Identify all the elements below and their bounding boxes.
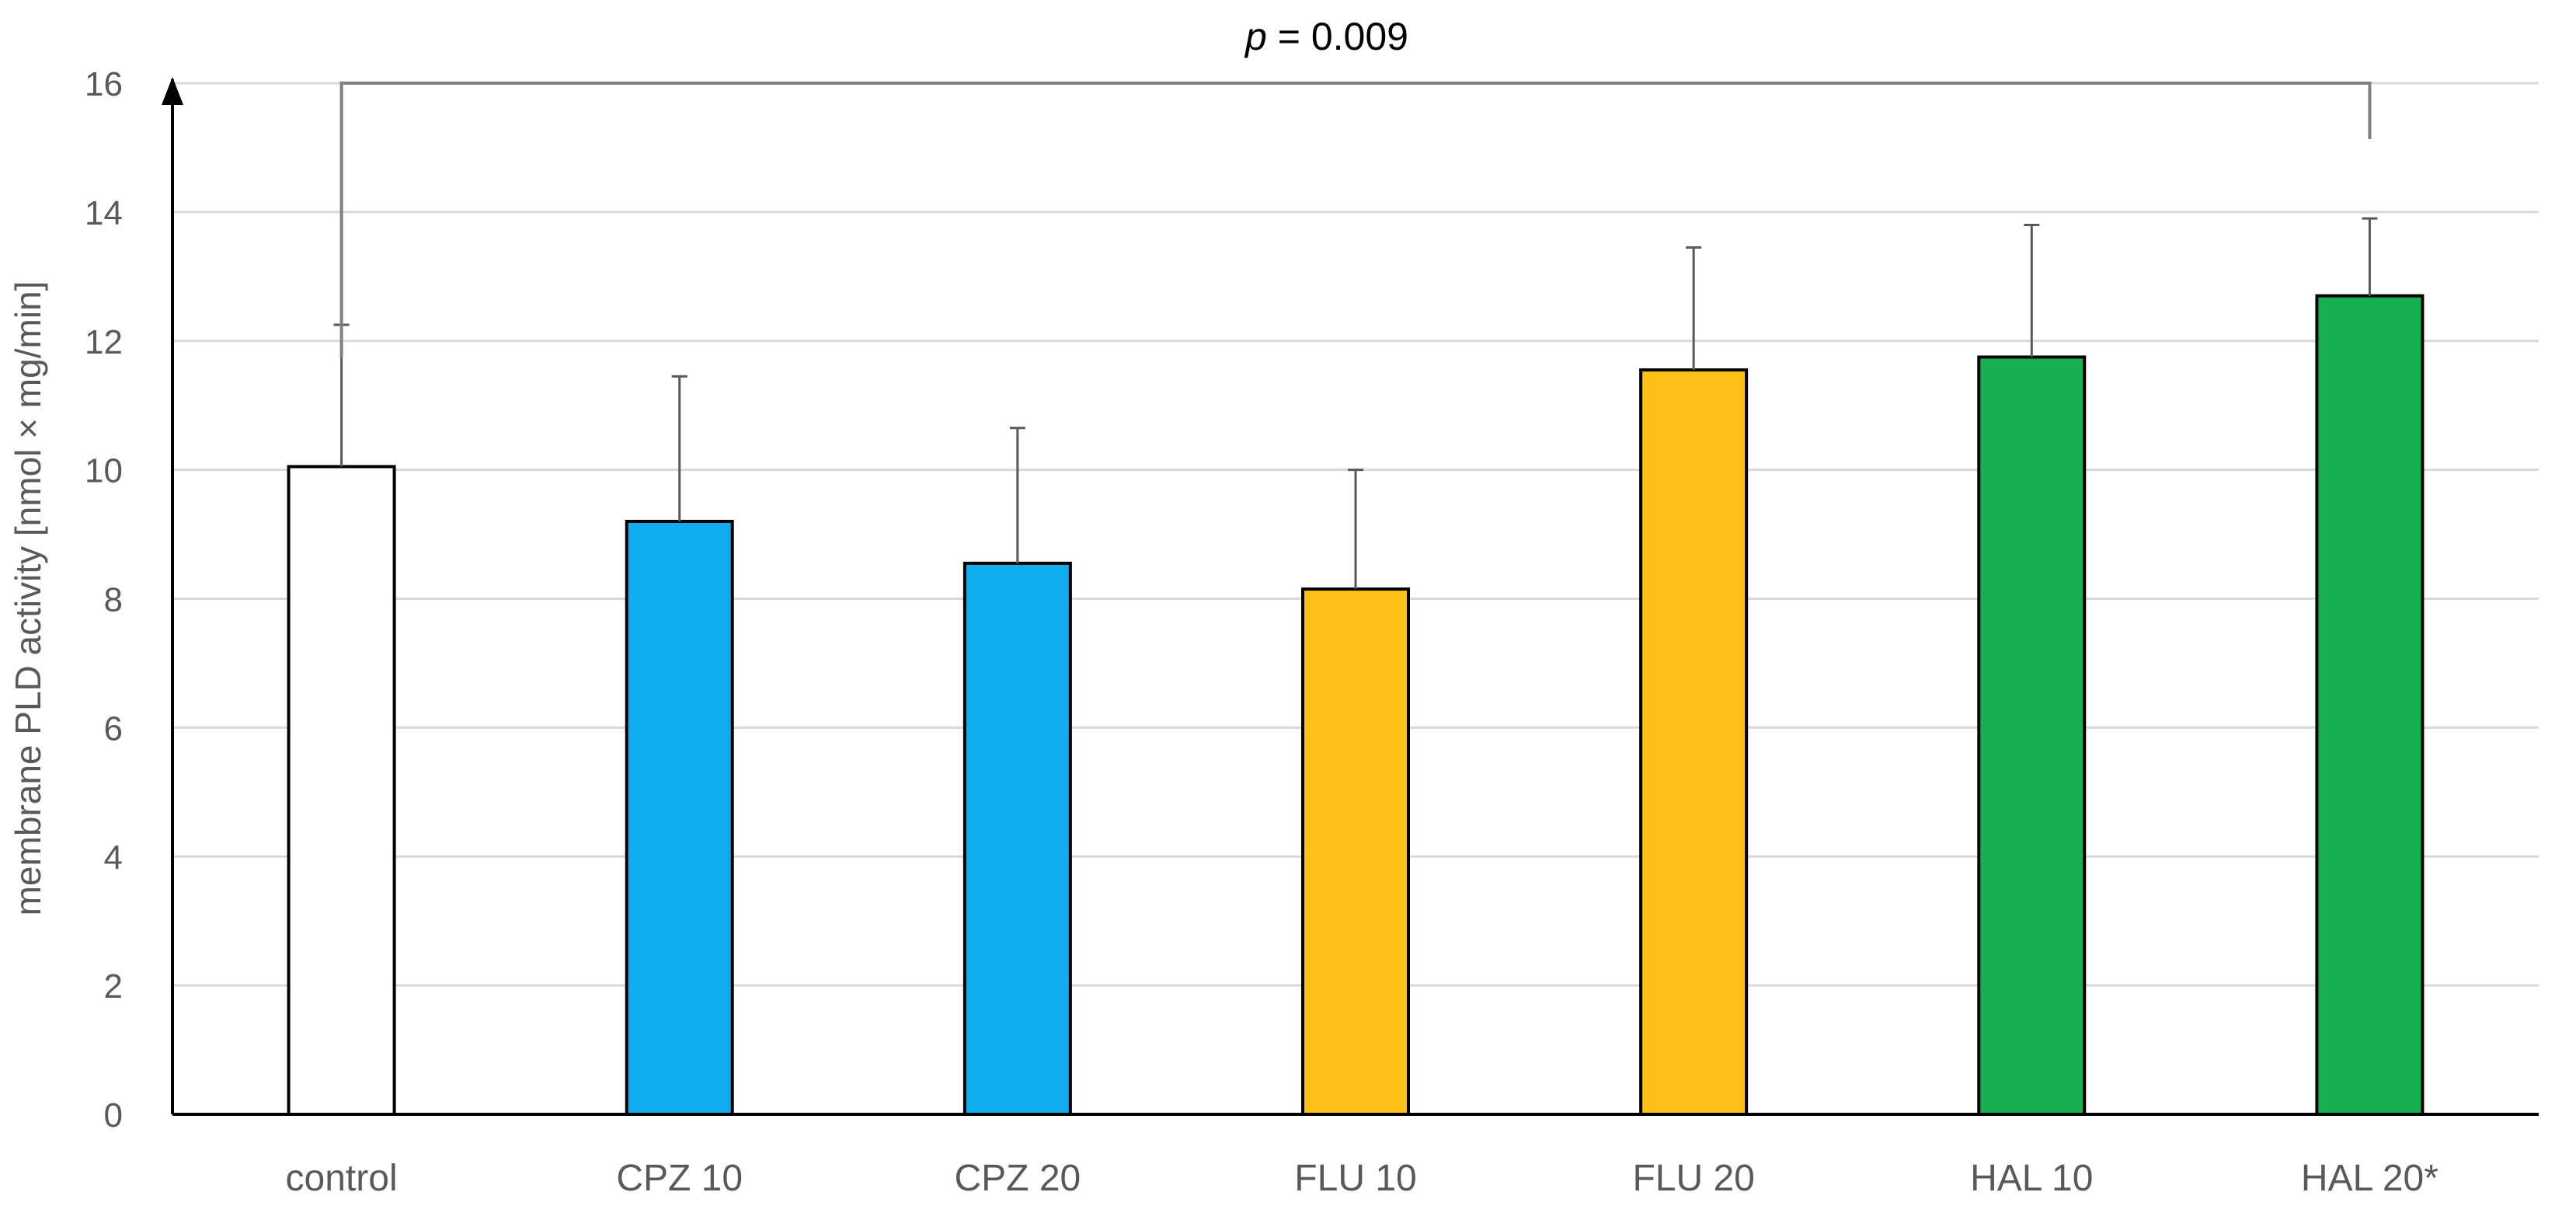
x-tick-label: CPZ 20: [954, 1158, 1081, 1199]
x-tick-label: HAL 10: [1970, 1158, 2093, 1199]
p-symbol: p: [1244, 15, 1267, 58]
y-tick-labels: 0 2 4 6 8 10 12 14 16: [85, 65, 123, 1135]
y-tick-label: 6: [104, 709, 123, 748]
error-bar: [1009, 427, 1025, 563]
axes: [162, 77, 2539, 1116]
bar-cpz-20: [963, 561, 1072, 1116]
x-tick-label: HAL 20*: [2301, 1158, 2438, 1199]
bar-flu-10: [1301, 587, 1410, 1116]
x-tick-label: FLU 20: [1632, 1158, 1754, 1199]
x-tick-labels: control CPZ 10 CPZ 20 FLU 10 FLU 20 HAL 10 HAL…: [286, 1158, 2438, 1199]
y-tick-label: 0: [104, 1096, 123, 1135]
error-bars: [333, 217, 2378, 590]
bars: [287, 294, 2425, 1117]
y-tick-label: 2: [104, 967, 123, 1006]
y-axis-arrowhead: [162, 77, 183, 105]
bracket-line: [339, 82, 2372, 357]
error-bar: [1686, 246, 1702, 371]
significance-bracket: [339, 82, 2372, 357]
p-value-annotation: p = 0.009: [1244, 15, 1408, 58]
y-tick-label: 8: [104, 581, 123, 619]
x-tick-label: FLU 10: [1294, 1158, 1416, 1199]
x-tick-label: control: [286, 1158, 398, 1199]
y-tick-label: 16: [85, 65, 123, 103]
bar-hal-10: [1977, 355, 2087, 1116]
y-tick-label: 4: [104, 838, 123, 877]
y-axis-label: membrane PLD activity [nmol × mg/min]: [8, 281, 48, 916]
y-tick-label: 10: [85, 452, 123, 490]
error-bar: [1348, 469, 1363, 590]
bar-hal-20: [2315, 294, 2425, 1117]
bar-cpz-10: [625, 519, 734, 1116]
p-value: = 0.009: [1267, 15, 1408, 58]
x-tick-label: CPZ 10: [616, 1158, 743, 1199]
y-tick-label: 14: [85, 194, 123, 232]
error-bar: [2024, 223, 2040, 357]
bar-control: [287, 465, 396, 1116]
y-tick-label: 12: [85, 323, 123, 361]
error-bar: [2362, 217, 2378, 296]
bar-flu-20: [1639, 368, 1749, 1116]
error-bar: [671, 375, 688, 521]
